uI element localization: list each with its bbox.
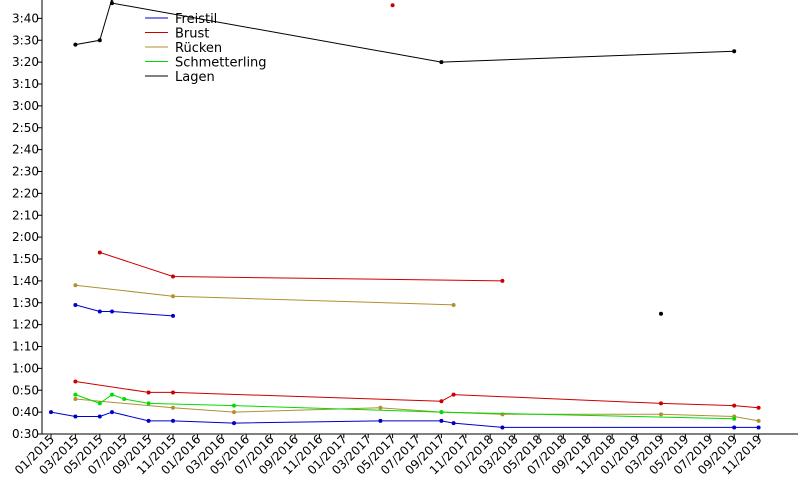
data-point	[122, 397, 127, 401]
legend-label: Brust	[175, 27, 209, 42]
y-tick-label: 2:20	[12, 186, 39, 200]
data-point	[171, 274, 175, 279]
y-tick-label: 0:40	[12, 405, 39, 419]
y-tick-label: 2:00	[12, 230, 39, 244]
y-tick-label: 3:40	[12, 11, 39, 25]
data-point	[171, 405, 175, 410]
data-point	[171, 418, 175, 423]
data-point	[97, 309, 102, 314]
legend-label: Rücken	[175, 41, 222, 56]
data-point	[232, 403, 236, 408]
data-point	[110, 1, 114, 6]
data-point	[451, 302, 456, 307]
data-point	[73, 397, 78, 401]
data-point	[171, 294, 175, 299]
y-tick-label: 1:30	[12, 296, 39, 310]
y-tick-label: 0:30	[12, 427, 39, 441]
data-point	[97, 401, 102, 406]
data-point	[756, 425, 761, 430]
series-line	[75, 0, 735, 63]
data-point	[659, 311, 663, 316]
data-point	[146, 418, 151, 423]
data-point	[659, 412, 663, 417]
data-point	[146, 390, 151, 395]
data-point	[73, 414, 78, 419]
data-point	[73, 379, 78, 384]
data-point	[97, 250, 102, 255]
series-line	[75, 381, 759, 409]
data-point	[732, 403, 737, 408]
data-point	[171, 390, 175, 395]
data-point	[439, 399, 444, 404]
y-tick-label: 1:10	[12, 340, 39, 354]
series-line	[75, 394, 735, 420]
data-point	[439, 418, 444, 423]
data-point	[756, 418, 761, 423]
data-point	[732, 425, 737, 430]
series-schmetterling	[73, 392, 737, 421]
y-tick-label: 1:00	[12, 361, 39, 375]
data-point	[451, 421, 456, 426]
series-brust	[73, 3, 761, 410]
data-point	[659, 401, 663, 406]
y-tick-label: 2:40	[12, 143, 39, 157]
data-point	[73, 42, 78, 47]
y-tick-label: 2:10	[12, 208, 39, 222]
data-point	[732, 49, 737, 54]
data-point	[451, 392, 456, 397]
data-point	[49, 410, 53, 415]
data-point	[97, 414, 102, 419]
y-tick-label: 1:40	[12, 274, 39, 288]
y-tick-label: 1:50	[12, 252, 39, 266]
data-point	[73, 283, 78, 288]
data-point	[110, 410, 114, 415]
series-lagen	[73, 0, 737, 316]
series-freistil	[49, 302, 761, 430]
data-point	[171, 313, 175, 318]
y-tick-label: 0:50	[12, 383, 39, 397]
data-point	[73, 302, 78, 307]
y-tick-label: 2:50	[12, 121, 39, 135]
y-tick-label: 1:20	[12, 318, 39, 332]
data-point	[110, 309, 114, 314]
data-point	[500, 425, 505, 430]
y-tick-label: 3:00	[12, 99, 39, 113]
data-point	[110, 392, 114, 397]
data-point	[97, 38, 102, 43]
data-point	[378, 418, 383, 423]
y-tick-label: 3:20	[12, 55, 39, 69]
data-point	[732, 416, 737, 421]
data-point	[756, 405, 761, 410]
axes-layer: 0:30 0:40 0:50 1:00 1:10 1:20 1:30 1:40 1:50 2:00…	[12, 0, 798, 477]
data-point	[146, 401, 151, 406]
data-point	[378, 405, 383, 410]
series-line	[75, 304, 174, 317]
legend-label: Schmetterling	[175, 56, 267, 71]
legend-label: Lagen	[175, 70, 215, 85]
data-point	[439, 410, 444, 415]
data-point	[232, 410, 236, 415]
data-point	[500, 412, 505, 417]
y-tick-label: 3:30	[12, 33, 39, 47]
series-layer	[49, 0, 761, 430]
data-point	[500, 278, 505, 283]
data-point	[110, 0, 114, 1]
data-point	[439, 60, 444, 65]
data-point	[232, 421, 236, 426]
data-point	[390, 3, 395, 8]
legend-label: Freistil	[175, 12, 217, 27]
y-tick-label: 3:10	[12, 77, 39, 91]
data-point	[73, 392, 78, 397]
y-tick-label: 2:30	[12, 165, 39, 179]
